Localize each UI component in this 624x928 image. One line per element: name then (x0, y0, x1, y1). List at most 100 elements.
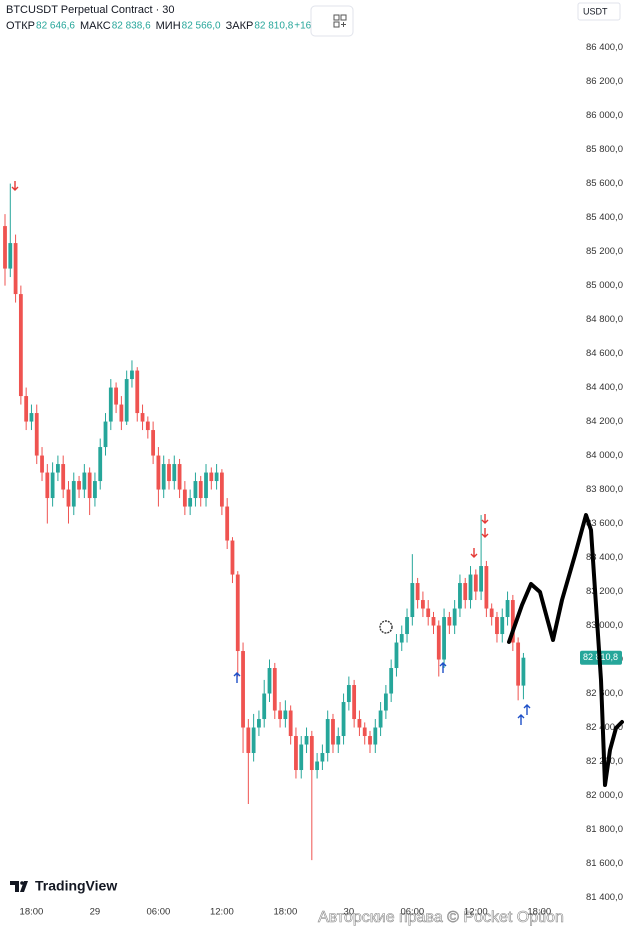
x-tick-label: 06:00 (400, 907, 424, 918)
candle-body (510, 600, 515, 643)
candle-body (45, 472, 50, 499)
candle-body (415, 583, 420, 601)
candle-body (383, 693, 388, 711)
candle-body (484, 566, 489, 609)
candle-body (66, 489, 71, 507)
candle-body (241, 651, 245, 728)
cursor-icon (379, 620, 393, 634)
plot-area (3, 183, 526, 861)
y-tick-label: 85 000,0 (586, 280, 623, 291)
y-tick-label: 81 800,0 (586, 824, 623, 835)
buy-arrow (439, 662, 447, 673)
ohlc-label: МАКС (80, 20, 111, 32)
candle-body (426, 608, 431, 618)
x-tick-label: 12:00 (210, 907, 234, 918)
candle-body (447, 617, 452, 626)
brand-logo (10, 881, 28, 892)
candle-body (82, 472, 87, 490)
watermark: Авторские права © Pocket Option (318, 909, 564, 926)
candle-body (214, 472, 219, 482)
y-tick-label: 83 200,0 (586, 586, 623, 597)
currency: USDT (583, 6, 608, 16)
axis-bg (580, 0, 624, 928)
candle-body (373, 727, 378, 745)
candle-body (151, 430, 156, 456)
buy-arrow (523, 704, 531, 715)
candle-body (209, 472, 214, 482)
candle-body (405, 617, 409, 635)
y-tick-label: 82 600,0 (586, 688, 623, 699)
candle-body (193, 481, 198, 499)
y-tick-label: 85 400,0 (586, 212, 623, 223)
candle-body (56, 464, 60, 473)
currency-box[interactable] (577, 2, 621, 21)
ohlc-legend: ОТКР 82 646,6 МАКС 82 838,6 МИН 82 566,0 ЗАКР 8… (6, 20, 345, 32)
candle-body (458, 583, 462, 609)
candle-body (262, 693, 267, 720)
candle-body (479, 566, 483, 592)
ohlc-value: 82 646,6 (36, 21, 75, 32)
annotations (11, 181, 531, 725)
candle-body (93, 481, 97, 499)
candle-body (108, 387, 113, 422)
candle-body (267, 668, 272, 694)
freehand-drawing (507, 513, 624, 787)
candle-body (362, 727, 367, 737)
x-tick-label: 06:00 (147, 907, 171, 918)
y-tick-label: 84 000,0 (586, 450, 623, 461)
candle-body (140, 413, 145, 422)
y-tick-label: 86 200,0 (586, 76, 623, 87)
candle-body (235, 574, 240, 652)
candle-body (399, 634, 404, 643)
symbol-title: BTCUSDT Perpetual Contract · 30 (6, 4, 175, 16)
candle-body (29, 413, 34, 422)
candle-body (50, 472, 55, 499)
candle-body (87, 472, 92, 499)
candle-body (410, 583, 415, 618)
candle-body (431, 617, 436, 626)
layout-button[interactable] (310, 5, 354, 37)
buy-arrow (233, 672, 241, 683)
candle-body (331, 719, 335, 745)
candle-body (188, 498, 193, 507)
candle-body (230, 540, 235, 575)
candle-body (294, 736, 298, 771)
candle-body (368, 736, 372, 745)
candle-body (98, 447, 103, 482)
candle-body (8, 243, 13, 269)
sell-arrow (470, 548, 478, 558)
candle-body (394, 642, 399, 669)
candle-body (278, 710, 282, 720)
candle-body (251, 727, 256, 754)
candle-body (495, 617, 499, 635)
x-tick-label: 18:00 (20, 907, 44, 918)
ohlc-value: 82 566,0 (182, 21, 221, 32)
price-axis: 81 400,081 600,081 800,082 000,082 200,0… (580, 0, 624, 928)
y-tick-label: 83 400,0 (586, 552, 623, 563)
sell-arrow (481, 514, 489, 524)
brand: TradingView (35, 878, 117, 894)
candle-body (304, 736, 309, 745)
layout-icon (333, 14, 347, 28)
candle-body (436, 625, 441, 660)
candle-body (13, 243, 18, 295)
candle-body (204, 472, 208, 499)
candle-body (516, 642, 521, 686)
candle-body (40, 455, 44, 473)
candle-body (135, 370, 140, 414)
ohlc-label: ОТКР (6, 20, 35, 32)
candle-body (325, 719, 330, 754)
y-tick-label: 84 800,0 (586, 314, 623, 325)
y-tick-label: 84 200,0 (586, 416, 623, 427)
y-tick-label: 83 600,0 (586, 518, 623, 529)
candle-body (352, 685, 357, 720)
candle-body (346, 685, 351, 703)
ohlc-label: МИН (156, 20, 181, 32)
x-tick-label: 18:00 (527, 907, 551, 918)
header-bg (0, 0, 578, 40)
candle-body (357, 719, 362, 728)
y-tick-label: 85 800,0 (586, 144, 623, 155)
y-tick-label: 83 800,0 (586, 484, 623, 495)
candle-body (77, 481, 81, 490)
